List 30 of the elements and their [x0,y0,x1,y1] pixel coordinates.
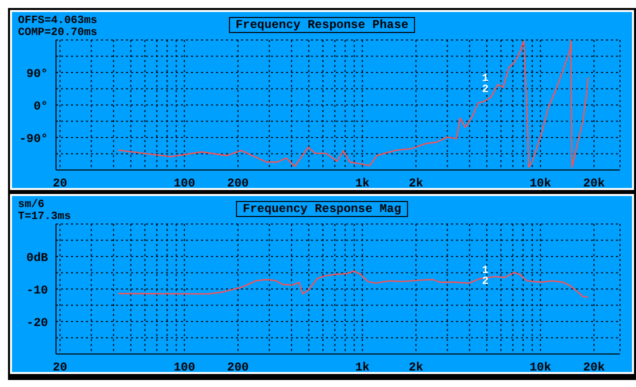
text: sm/6 [18,199,46,211]
y-tick-label: -90° [19,132,48,146]
annotation: 1 [482,265,489,277]
y-tick-label: -20 [26,316,48,330]
chart-title: Frequency Response Phase [228,17,416,33]
x-tick-label: 20 [52,176,68,191]
x-tick-label: 100 [174,176,196,191]
annotation: 1 [482,73,489,85]
x-tick-label: 10k [530,360,552,375]
x-tick-label: 20k [583,176,605,191]
x-tick-label: 200 [227,360,249,375]
chart-title: Frequency Response Mag [236,201,408,217]
x-tick-label: 2k [408,176,424,191]
x-tick-label: 1k [355,360,370,375]
text: T=17.3ms [18,211,71,223]
x-tick-label: 2k [408,360,424,375]
text: OFFS=4.063ms [18,15,98,27]
x-tick-label: 20k [583,360,605,375]
y-tick-label: 0° [34,99,48,114]
x-tick-label: 10k [530,176,552,191]
x-tick-label: 100 [174,360,196,375]
y-tick-label: 90° [26,66,48,81]
x-tick-label: 200 [227,176,249,191]
text: COMP=20.70ms [18,27,98,39]
annotation: 2 [482,84,489,96]
annotation: 2 [482,276,489,288]
x-tick-label: 20 [52,360,68,375]
y-tick-label: -10 [26,283,48,298]
x-tick-label: 1k [355,176,370,191]
y-tick-label: 0dB [26,250,48,265]
